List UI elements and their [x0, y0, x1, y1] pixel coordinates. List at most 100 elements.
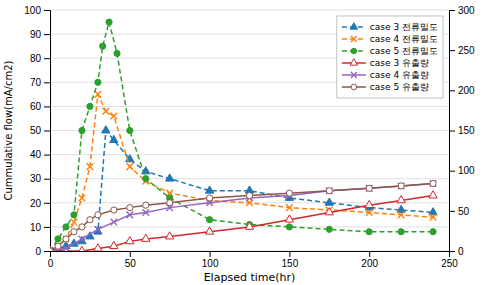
tick-mark: [449, 131, 455, 132]
point: [430, 229, 436, 235]
legend-label: case 3 유출량: [370, 58, 429, 68]
tick-mark: [449, 211, 455, 212]
tick-mark: [44, 131, 50, 132]
tick-label: 150: [282, 258, 299, 269]
point: [50, 248, 53, 251]
point: [71, 212, 77, 218]
legend-item: case 4 전류밀도: [342, 34, 438, 44]
tick-label: 60: [30, 101, 42, 112]
point: [398, 212, 405, 219]
point: [71, 229, 77, 235]
legend-marker: [350, 23, 357, 29]
tick-label: 40: [30, 149, 42, 160]
point: [95, 226, 102, 233]
tick: 300: [449, 5, 475, 16]
tick-mark: [44, 10, 50, 11]
point: [87, 163, 94, 170]
plot-area: [50, 19, 437, 251]
point: [142, 209, 149, 216]
legend-label: case 4 전류밀도: [370, 34, 438, 44]
legend-label: case 5 전류밀도: [370, 46, 438, 56]
point: [366, 229, 372, 235]
point: [50, 248, 53, 251]
point: [79, 236, 86, 243]
point: [63, 245, 70, 251]
tick: 90: [30, 29, 50, 40]
tick-mark: [44, 227, 50, 228]
line: [50, 196, 433, 251]
grid-line: [50, 154, 449, 155]
point: [398, 183, 404, 189]
tick-label: 150: [458, 125, 475, 136]
point: [55, 236, 61, 242]
tick-label: 250: [458, 45, 475, 56]
point: [245, 222, 253, 229]
point: [326, 187, 333, 194]
series: [50, 180, 436, 251]
tick: 80: [30, 53, 50, 64]
tick: 50: [30, 125, 50, 136]
tick-label: 50: [125, 258, 137, 269]
grid-line: [50, 130, 449, 131]
tick: 40: [30, 149, 50, 160]
point: [430, 180, 437, 187]
tick: 0: [449, 246, 464, 257]
tick-mark: [130, 251, 131, 257]
point: [205, 186, 213, 193]
legend-marker: [351, 84, 357, 90]
point: [207, 195, 213, 201]
point: [95, 212, 101, 218]
point: [366, 185, 373, 192]
tick-mark: [449, 171, 455, 172]
point: [143, 176, 149, 182]
point: [286, 224, 292, 230]
legend-marker: [350, 59, 357, 65]
point: [246, 192, 252, 198]
tick: 250: [441, 251, 458, 269]
tick-label: 30: [30, 173, 42, 184]
tick: 150: [449, 125, 475, 136]
tick: 20: [30, 198, 50, 209]
legend-label: case 3 전류밀도: [370, 22, 438, 32]
tick-label: 10: [30, 222, 42, 233]
grid: [50, 10, 449, 251]
series: [50, 126, 437, 251]
tick-mark: [449, 90, 455, 91]
point: [100, 43, 106, 49]
point: [325, 208, 333, 215]
point: [106, 19, 112, 25]
tick-label: 0: [48, 258, 54, 269]
tick-label: 70: [30, 77, 42, 88]
tick: 100: [24, 5, 50, 16]
tick-mark: [44, 179, 50, 180]
line: [50, 131, 433, 252]
tick-label: 200: [361, 258, 378, 269]
point: [127, 212, 134, 219]
tick-label: 0: [458, 246, 464, 257]
legend-marker: [351, 48, 357, 54]
point: [366, 185, 372, 191]
tick-mark: [44, 203, 50, 204]
grid-line: [50, 10, 449, 11]
tick-label: 200: [458, 85, 475, 96]
point: [143, 202, 149, 208]
point: [142, 234, 150, 241]
point: [114, 50, 120, 56]
point: [110, 135, 118, 142]
point: [102, 126, 110, 133]
legend-item: case 4 유출량: [342, 70, 429, 80]
line: [50, 184, 433, 251]
grid-line: [50, 178, 449, 179]
legend-item: case 5 유출량: [342, 82, 429, 92]
tick-label: 0: [35, 246, 41, 257]
point: [166, 174, 174, 181]
tick-mark: [44, 251, 50, 252]
tick-label: 100: [458, 165, 475, 176]
point: [397, 196, 405, 203]
tick-label: 100: [202, 258, 219, 269]
point: [205, 227, 213, 234]
tick: 150: [282, 251, 299, 269]
tick-label: 50: [30, 125, 42, 136]
point: [326, 226, 332, 232]
axis-line: [44, 11, 51, 252]
